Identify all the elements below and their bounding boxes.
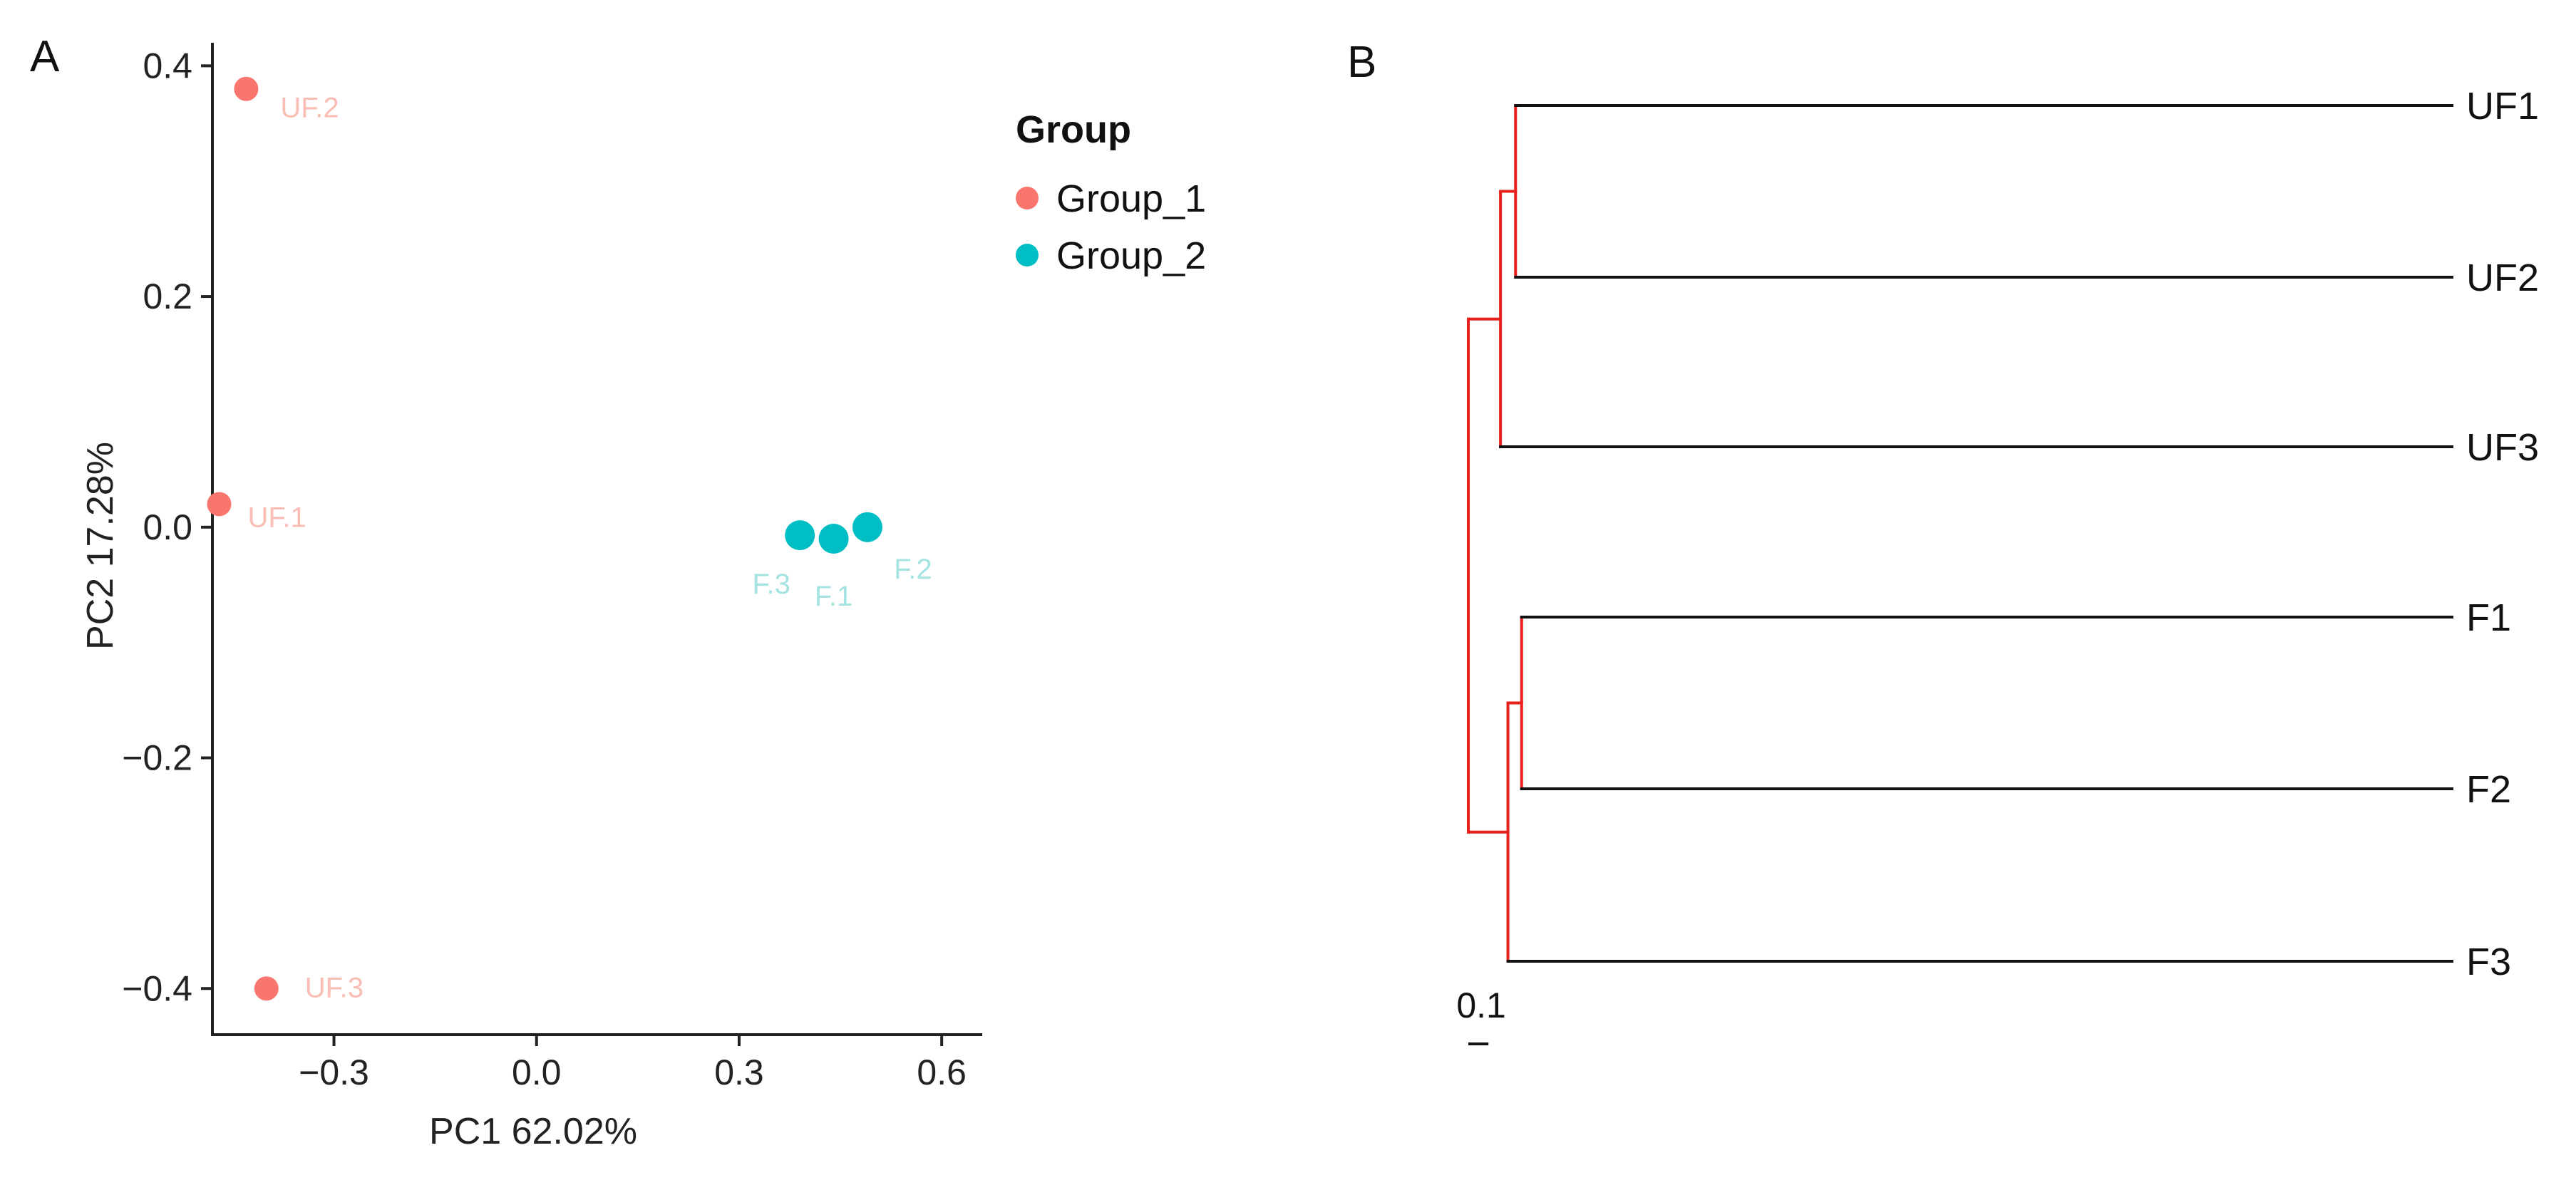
x-tick-label: 0.6 xyxy=(917,1052,967,1092)
leaf-label-f1: F1 xyxy=(2466,596,2511,639)
x-tick-label: 0.3 xyxy=(714,1052,764,1092)
y-axis-title: PC2 17.28% xyxy=(80,442,121,650)
legend-title: Group xyxy=(1016,108,1131,151)
pca-legend: Group Group_1 Group_2 xyxy=(1016,108,1206,277)
leaf-label-uf3: UF3 xyxy=(2466,426,2539,469)
panel-b-letter: B xyxy=(1347,38,1376,87)
point-label: F.2 xyxy=(894,554,932,585)
pca-points: UF.2 UF.1 UF.3 F.3 F.1 F.2 xyxy=(207,76,932,1003)
legend-swatch xyxy=(1016,187,1039,209)
point-f2 xyxy=(852,512,882,542)
leaf-label-uf1: UF1 xyxy=(2466,85,2539,128)
leaf-label-f2: F2 xyxy=(2466,768,2511,811)
point-label: UF.3 xyxy=(305,972,364,1003)
leaf-label-f3: F3 xyxy=(2466,941,2511,983)
point-f1 xyxy=(818,524,849,554)
legend-label: Group_1 xyxy=(1056,177,1206,220)
panel-a-letter: A xyxy=(30,32,60,81)
y-tick-label: 0.0 xyxy=(143,507,192,547)
point-label: UF.1 xyxy=(247,502,306,533)
point-label: F.1 xyxy=(815,581,852,612)
legend-label: Group_2 xyxy=(1056,234,1206,277)
scale-bar-label: 0.1 xyxy=(1456,985,1506,1025)
x-tick-label: −0.3 xyxy=(299,1052,369,1092)
point-uf1 xyxy=(207,492,232,517)
panel-b: B UF1 UF2 UF3 F1 F2 F3 0.1 xyxy=(1347,38,2539,1045)
y-tick-label: −0.4 xyxy=(122,968,192,1008)
point-label: F.3 xyxy=(753,569,790,600)
y-tick-label: −0.2 xyxy=(122,738,192,778)
y-tick-label: 0.2 xyxy=(143,276,192,316)
point-label: UF.2 xyxy=(280,93,339,124)
x-tick-label: 0.0 xyxy=(512,1052,562,1092)
y-tick-label: 0.4 xyxy=(143,46,192,86)
dendrogram: UF1 UF2 UF3 F1 F2 F3 xyxy=(1467,85,2539,983)
leaf-label-uf2: UF2 xyxy=(2466,257,2539,299)
legend-swatch xyxy=(1016,244,1039,266)
x-axis-title: PC1 62.02% xyxy=(429,1111,637,1152)
panel-a: A −0.3 0.0 0.3 0.6 −0.4 −0.2 0.0 0.2 0.4 PC1 62.0… xyxy=(30,32,1206,1152)
point-uf3 xyxy=(254,976,279,1001)
scale-bar: 0.1 xyxy=(1456,985,1506,1045)
pca-axes: −0.3 0.0 0.3 0.6 −0.4 −0.2 0.0 0.2 0.4 PC1 62.02%… xyxy=(80,43,982,1152)
point-uf2 xyxy=(234,76,259,101)
point-f3 xyxy=(785,520,815,551)
